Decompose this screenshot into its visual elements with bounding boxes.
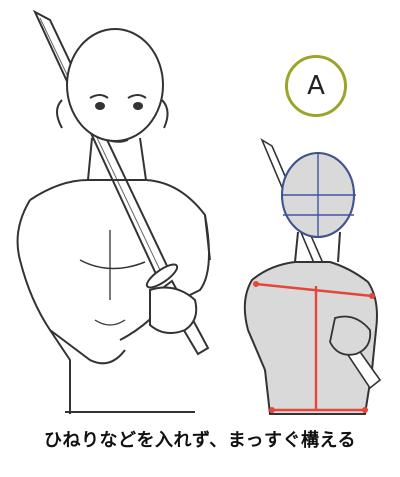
- label-badge: A: [285, 55, 347, 117]
- caption-text: ひねりなどを入れず、まっすぐ構える: [44, 430, 356, 451]
- badge-label: A: [307, 71, 325, 101]
